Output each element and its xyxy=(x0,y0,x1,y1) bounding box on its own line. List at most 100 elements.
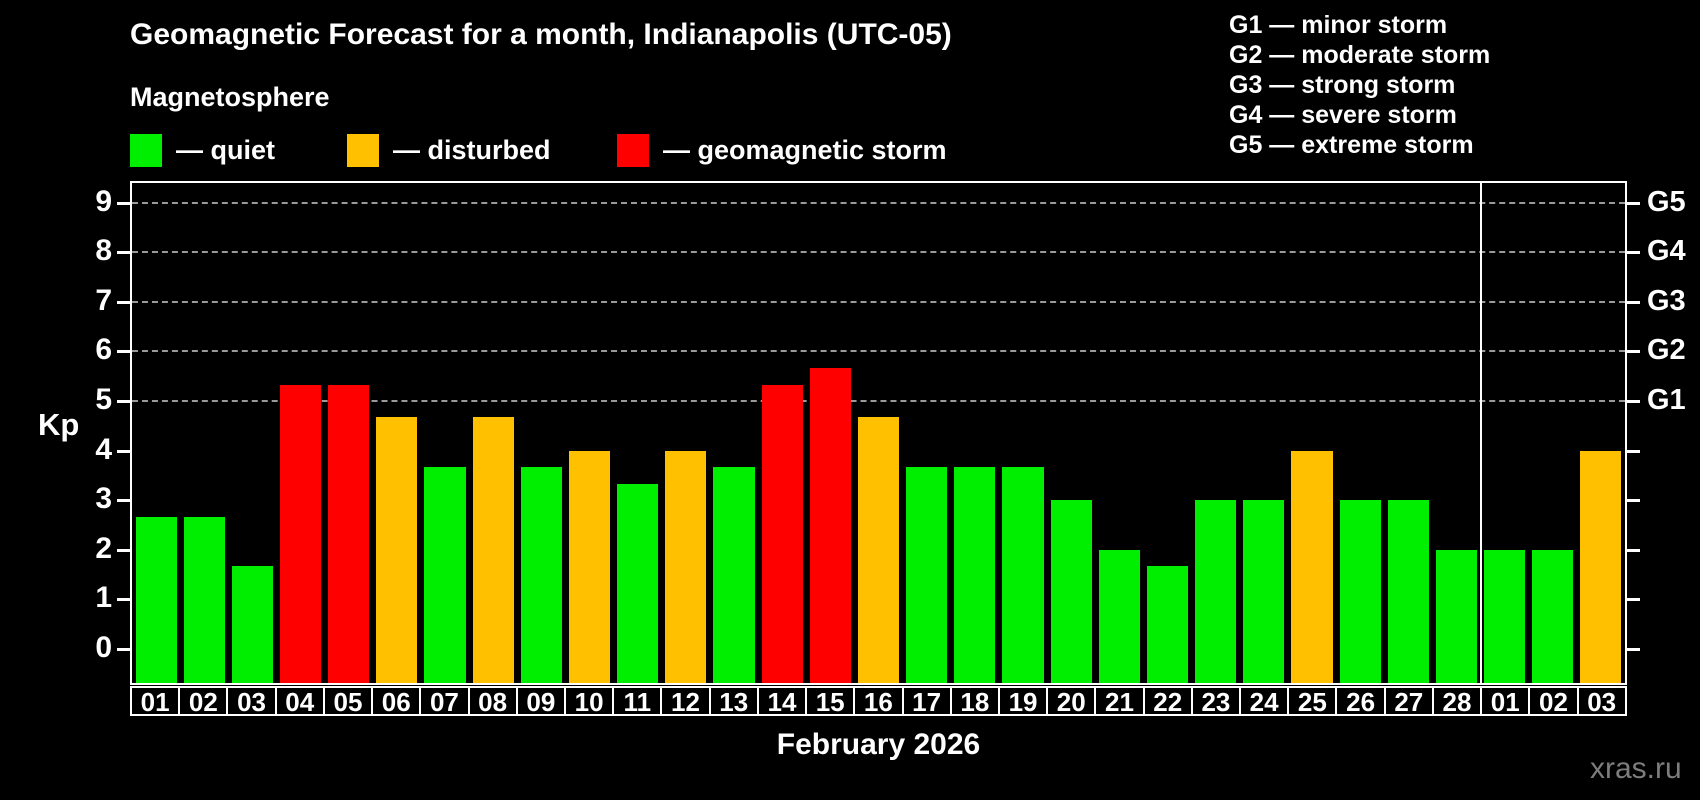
right-axis-tick-9 xyxy=(1627,201,1640,205)
month-separator-line xyxy=(1479,183,1482,683)
g-scale-label-G5: G5 xyxy=(1647,185,1686,218)
right-axis-tick-0 xyxy=(1627,648,1640,651)
day-label-feb-11: 11 xyxy=(612,686,663,716)
y-axis-tick-2 xyxy=(117,548,130,552)
day-label-feb-07: 07 xyxy=(419,686,470,716)
y-axis-tick-6 xyxy=(117,350,130,354)
kp-bar-day-28 xyxy=(1435,549,1477,683)
day-label-feb-08: 08 xyxy=(467,686,518,716)
kp-bar-day-06 xyxy=(376,417,418,683)
kp-bar-day-02 xyxy=(1532,549,1574,683)
storm-color-swatch xyxy=(617,133,649,167)
right-axis-tick-6 xyxy=(1627,350,1640,354)
right-axis-tick-2 xyxy=(1627,548,1640,552)
legend-item-quiet: — quiet xyxy=(130,133,275,167)
kp-bar-day-01 xyxy=(135,516,177,683)
kp-bar-day-05 xyxy=(328,384,370,683)
right-axis-tick-3 xyxy=(1627,499,1640,503)
day-label-feb-17: 17 xyxy=(901,686,952,716)
kp-bar-day-03 xyxy=(1580,450,1622,683)
kp-bar-day-23 xyxy=(1195,500,1237,683)
day-label-feb-09: 09 xyxy=(515,686,566,716)
day-label-mar-02: 02 xyxy=(1528,686,1579,716)
y-tick-label-5: 5 xyxy=(95,383,112,416)
disturbed-label: — disturbed xyxy=(393,134,551,165)
y-axis-tick-9 xyxy=(117,201,130,205)
right-axis-tick-7 xyxy=(1627,300,1640,304)
right-axis-tick-4 xyxy=(1627,449,1640,453)
day-label-feb-27: 27 xyxy=(1383,686,1434,716)
g-scale-label-G4: G4 xyxy=(1647,235,1686,268)
kp-bar-day-01 xyxy=(1484,549,1526,683)
kp-bar-day-21 xyxy=(1098,549,1140,683)
storm-scale-legend: G1 — minor storm G2 — moderate storm G3 … xyxy=(1229,10,1490,160)
day-label-feb-04: 04 xyxy=(274,686,325,716)
day-label-feb-24: 24 xyxy=(1239,686,1290,716)
day-label-feb-15: 15 xyxy=(805,686,856,716)
legend-item-storm: — geomagnetic storm xyxy=(617,133,947,167)
day-label-feb-19: 19 xyxy=(997,686,1049,716)
right-axis-tick-1 xyxy=(1627,598,1640,602)
kp-bar-day-26 xyxy=(1339,500,1381,683)
kp-bar-day-14 xyxy=(761,384,803,683)
kp-bar-day-13 xyxy=(713,466,755,683)
day-label-feb-02: 02 xyxy=(178,686,229,716)
g-scale-label-G1: G1 xyxy=(1647,384,1686,416)
g-scale-label-G2: G2 xyxy=(1647,334,1686,367)
gridline-kp7 xyxy=(132,300,1625,303)
kp-bar-day-09 xyxy=(520,466,562,683)
g2-legend-line: G2 — moderate storm xyxy=(1229,41,1491,69)
kp-bar-day-27 xyxy=(1387,500,1429,683)
kp-bar-day-07 xyxy=(424,466,466,683)
day-label-feb-16: 16 xyxy=(853,686,904,716)
plot-area: 0 1 2 3 4 5 G1 6 G2 7 G3 8 G4 9 G5 xyxy=(95,181,1686,685)
g3-legend-line: G3 — strong storm xyxy=(1229,71,1456,99)
kp-bar-day-04 xyxy=(279,384,322,683)
kp-bar-day-19 xyxy=(1002,466,1044,683)
y-tick-label-4: 4 xyxy=(95,432,112,466)
day-label-feb-03: 03 xyxy=(226,686,277,716)
day-label-feb-13: 13 xyxy=(708,686,759,716)
right-axis-tick-8 xyxy=(1627,251,1640,255)
disturbed-color-swatch xyxy=(347,133,379,167)
y-axis-tick-5 xyxy=(117,400,130,403)
quiet-label: — quiet xyxy=(176,134,275,165)
day-label-feb-21: 21 xyxy=(1094,686,1145,716)
day-label-row: 01 02 03 04 05 06 07 08 09 10 11 12 13 14 15 16 17 18 19 20… xyxy=(130,686,1627,716)
kp-bar-day-24 xyxy=(1243,500,1285,683)
x-axis-title: February 2026 xyxy=(776,728,981,761)
g5-legend-line: G5 — extreme storm xyxy=(1229,131,1474,159)
legend-item-disturbed: — disturbed xyxy=(347,133,551,167)
kp-bar-day-08 xyxy=(472,417,514,683)
y-axis-tick-4 xyxy=(117,449,130,453)
day-label-feb-14: 14 xyxy=(756,686,808,716)
watermark: xras.ru xyxy=(1590,752,1682,785)
kp-bar-day-12 xyxy=(665,450,707,683)
y-tick-label-9: 9 xyxy=(95,184,112,218)
kp-bar-day-15 xyxy=(809,367,851,683)
gridline-kp5 xyxy=(132,400,1625,402)
y-tick-label-8: 8 xyxy=(95,234,112,268)
kp-bar-day-25 xyxy=(1291,450,1333,683)
storm-label: — geomagnetic storm xyxy=(663,134,947,165)
kp-bar-day-20 xyxy=(1050,500,1092,683)
y-tick-label-7: 7 xyxy=(95,283,112,317)
g4-legend-line: G4 — severe storm xyxy=(1229,101,1457,129)
day-label-feb-06: 06 xyxy=(371,686,422,716)
kp-bar-day-03 xyxy=(231,566,273,683)
magnetosphere-subtitle: Magnetosphere xyxy=(130,82,330,112)
y-tick-label-6: 6 xyxy=(95,333,112,367)
day-label-feb-12: 12 xyxy=(660,686,711,716)
day-label-feb-25: 25 xyxy=(1287,686,1338,716)
g1-legend-line: G1 — minor storm xyxy=(1229,11,1448,39)
day-label-feb-18: 18 xyxy=(949,686,1000,716)
day-label-feb-05: 05 xyxy=(322,686,374,716)
kp-bar-day-16 xyxy=(857,417,900,683)
gridline-kp8 xyxy=(132,251,1625,254)
right-axis-tick-5 xyxy=(1627,400,1640,403)
day-label-feb-23: 23 xyxy=(1190,686,1242,716)
gridline-kp9 xyxy=(132,201,1625,204)
day-label-feb-28: 28 xyxy=(1431,686,1483,716)
y-axis-tick-1 xyxy=(117,598,130,602)
